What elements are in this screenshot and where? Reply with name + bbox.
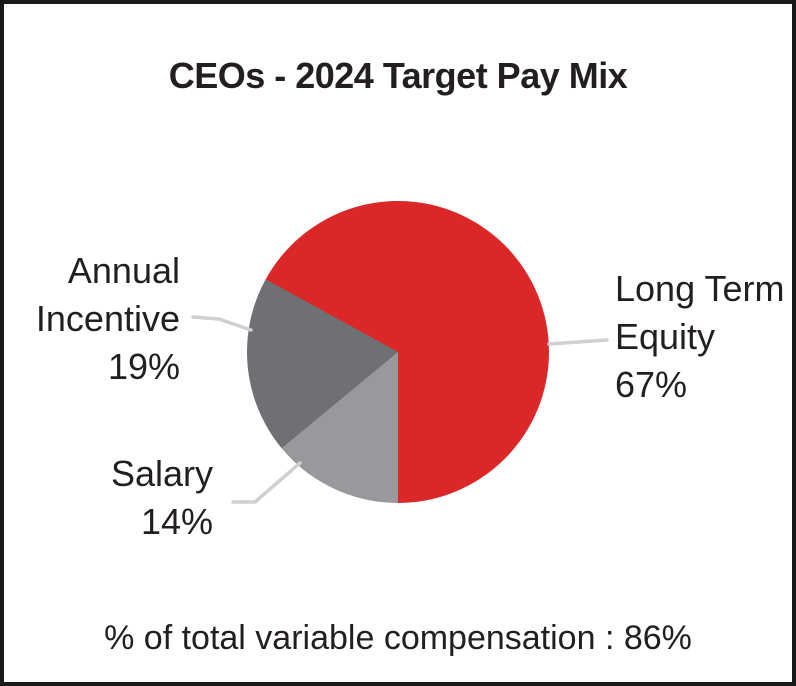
- pie: [247, 201, 549, 503]
- slice-label-salary: Salary 14%: [110, 453, 213, 542]
- slice-label-annual-incentive: Annual Incentive 19%: [35, 250, 180, 387]
- footnote: % of total variable compensation : 86%: [104, 619, 692, 657]
- leader-line-salary: [231, 461, 302, 504]
- chart-title: CEOs - 2024 Target Pay Mix: [168, 55, 628, 96]
- slice-label-long-term-equity: Long Term Equity 67%: [615, 268, 785, 405]
- leader-line-annual-incentive: [191, 315, 253, 332]
- leader-line-long-term-equity: [547, 338, 609, 346]
